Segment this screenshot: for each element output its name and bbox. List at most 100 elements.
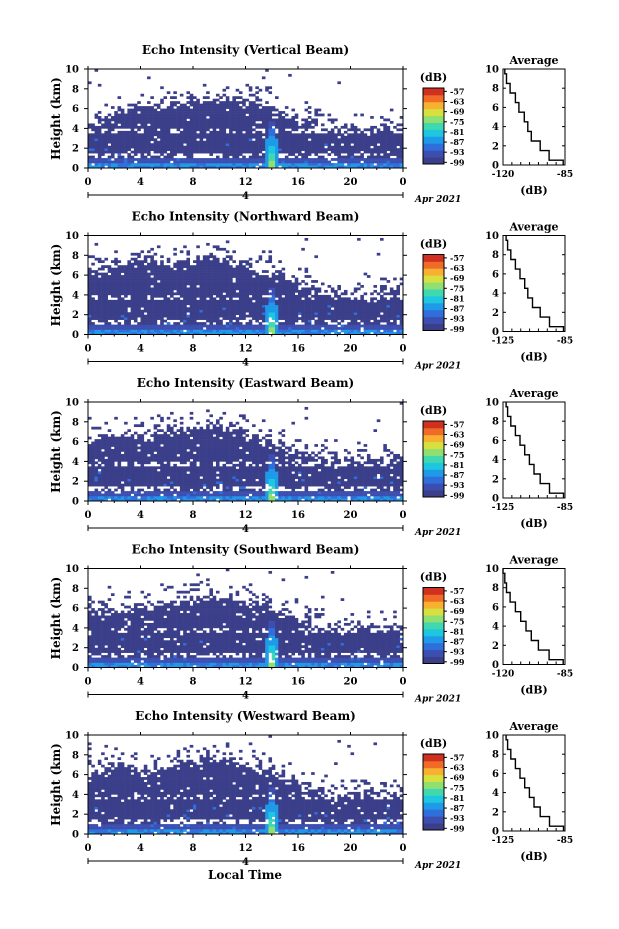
- heatmap-cell: [222, 111, 227, 114]
- heatmap-cell: [258, 324, 263, 328]
- average-y-tick-label: 6: [492, 269, 499, 280]
- heatmap-cell: [307, 120, 312, 124]
- heatmap-cell: [193, 319, 197, 323]
- heatmap-cell: [229, 324, 233, 328]
- heatmap-cell: [261, 309, 266, 313]
- heatmap-cell: [209, 160, 213, 164]
- heatmap-cell: [238, 138, 243, 142]
- heatmap-cell: [107, 493, 112, 497]
- heatmap-cell: [199, 118, 204, 122]
- heatmap-cell: [140, 453, 145, 457]
- heatmap-cell: [386, 148, 391, 151]
- heatmap-cell: [370, 163, 374, 166]
- heatmap-cell: [179, 309, 184, 313]
- heatmap-cell: [268, 148, 273, 151]
- heatmap-cell: [317, 160, 322, 164]
- heatmap-cell: [88, 327, 92, 330]
- heatmap-cell: [160, 118, 164, 122]
- heatmap-cell: [271, 297, 276, 301]
- heatmap-cell: [278, 297, 282, 301]
- heatmap-cell: [304, 317, 309, 320]
- heatmap-cell: [343, 317, 348, 320]
- heatmap-cell: [88, 498, 92, 502]
- heatmap-cell: [94, 493, 99, 497]
- heatmap-cell: [343, 155, 348, 159]
- heatmap-cell: [209, 116, 213, 119]
- heatmap-cell: [176, 120, 181, 124]
- heatmap-cell: [301, 314, 305, 318]
- heatmap-cell: [350, 138, 355, 142]
- heatmap-cell: [314, 148, 318, 151]
- heatmap-cell: [314, 160, 318, 164]
- heatmap-cell: [173, 165, 177, 169]
- heatmap-cell: [173, 143, 177, 147]
- heatmap-cell: [219, 143, 223, 147]
- heatmap-cell: [133, 297, 138, 301]
- heatmap-cell: [107, 471, 112, 475]
- heatmap-cell: [360, 324, 364, 328]
- heatmap-cell: [268, 260, 273, 264]
- heatmap-cell: [133, 140, 138, 144]
- heatmap-cell: [360, 158, 364, 161]
- heatmap-cell: [124, 317, 128, 320]
- heatmap-cell: [176, 116, 181, 119]
- heatmap-cell: [383, 163, 387, 166]
- heatmap-cell: [166, 108, 171, 112]
- heatmap-cell: [110, 150, 115, 154]
- heatmap-cell: [245, 297, 250, 301]
- heatmap-cell: [156, 140, 161, 144]
- heatmap-cell: [173, 272, 177, 276]
- heatmap-cell: [206, 294, 210, 298]
- heatmap-cell: [225, 317, 230, 320]
- heatmap-cell: [133, 133, 138, 137]
- heatmap-cell: [314, 163, 318, 166]
- heatmap-cell: [101, 332, 105, 335]
- heatmap-cell: [350, 165, 355, 169]
- heatmap-cell: [232, 118, 236, 122]
- heatmap-cell: [281, 111, 286, 114]
- heatmap-cell: [88, 145, 92, 149]
- heatmap-cell: [222, 327, 227, 330]
- heatmap-cell: [347, 158, 351, 161]
- heatmap-cell: [130, 444, 135, 447]
- heatmap-cell: [314, 150, 318, 154]
- heatmap-cell: [347, 153, 351, 156]
- heatmap-cell: [101, 444, 105, 447]
- heatmap-cell: [304, 101, 309, 104]
- heatmap-cell: [101, 456, 105, 460]
- heatmap-cell: [248, 332, 253, 335]
- heatmap-cell: [255, 158, 259, 161]
- heatmap-cell: [229, 120, 233, 124]
- heatmap-cell: [183, 165, 187, 169]
- heatmap-cell: [327, 165, 332, 169]
- heatmap-cell: [393, 148, 397, 151]
- heatmap-cell: [91, 158, 95, 161]
- heatmap-cell: [334, 118, 338, 122]
- heatmap-cell: [380, 130, 384, 134]
- heatmap-cell: [120, 471, 125, 475]
- heatmap-cell: [143, 317, 148, 320]
- heatmap-cell: [225, 265, 230, 268]
- heatmap-cell: [199, 275, 204, 278]
- heatmap-cell: [91, 135, 95, 139]
- heatmap-cell: [114, 140, 118, 144]
- heatmap-cell: [170, 163, 174, 166]
- heatmap-cell: [268, 155, 273, 159]
- heatmap-cell: [268, 135, 273, 139]
- heatmap-cell: [140, 329, 145, 333]
- heatmap-cell: [130, 486, 135, 489]
- heatmap-cell: [130, 292, 135, 296]
- heatmap-cell: [229, 150, 233, 154]
- heatmap-cell: [340, 145, 345, 149]
- heatmap-cell: [383, 118, 387, 122]
- heatmap-cell: [222, 267, 227, 271]
- heatmap-cell: [396, 312, 401, 315]
- colorbar-segment: [423, 323, 444, 331]
- heatmap-cell: [255, 294, 259, 298]
- heatmap-cell: [238, 317, 243, 320]
- heatmap-cell: [314, 111, 318, 114]
- colorbar-segment: [423, 295, 444, 304]
- colorbar-segment: [423, 101, 444, 110]
- heatmap-cell: [137, 270, 141, 273]
- heatmap-cell: [133, 476, 138, 480]
